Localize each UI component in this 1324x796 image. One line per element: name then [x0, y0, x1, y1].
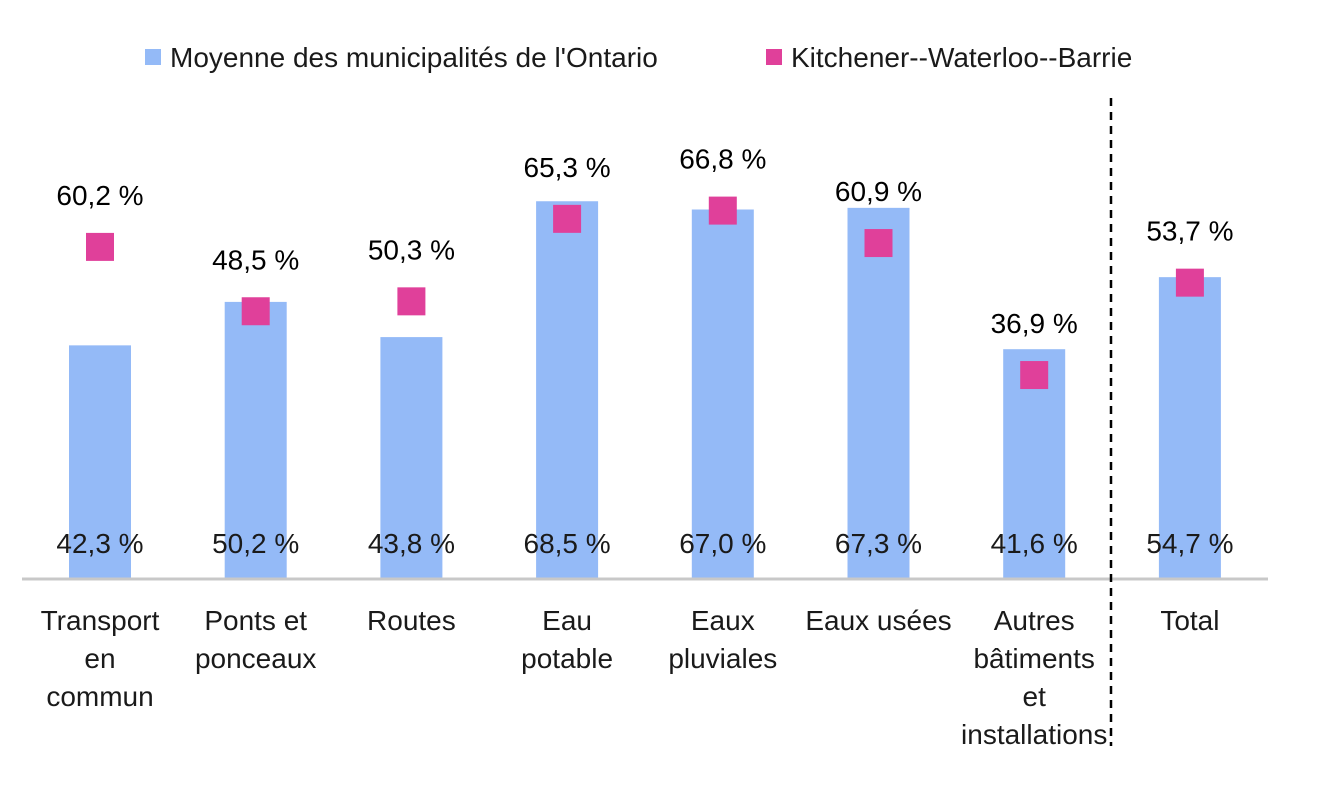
- bar: [691, 209, 754, 578]
- marker-point: [86, 232, 114, 261]
- category-label-line: installations: [961, 719, 1107, 750]
- category-label: Routes: [367, 605, 456, 636]
- category-label-line: bâtiments: [973, 643, 1094, 674]
- marker-point: [1175, 268, 1204, 297]
- bar-series: [69, 201, 1221, 578]
- marker-point: [708, 196, 737, 225]
- category-label-line: ponceaux: [195, 643, 316, 674]
- legend-label-region: Kitchener--Waterloo--Barrie: [791, 42, 1132, 73]
- marker-value-label: 60,2 %: [56, 180, 143, 211]
- marker-point: [1020, 361, 1049, 390]
- category-label-line: Transport: [41, 605, 160, 636]
- legend: Moyenne des municipalités de l'Ontario K…: [145, 42, 1132, 73]
- legend-label-average: Moyenne des municipalités de l'Ontario: [170, 42, 658, 73]
- marker-value-label: 36,9 %: [991, 308, 1078, 339]
- marker-point: [864, 229, 893, 258]
- bar: [847, 207, 910, 578]
- category-label: Eaux pluviales: [668, 605, 777, 674]
- bar-value-label: 67,3 %: [835, 528, 922, 559]
- category-label-line: Ponts et: [204, 605, 307, 636]
- category-label-line: Eaux usées: [805, 605, 951, 636]
- bar-value-label: 41,6 %: [991, 528, 1078, 559]
- category-label-line: Routes: [367, 605, 456, 636]
- marker-value-label: 50,3 %: [368, 234, 455, 265]
- bar-value-label: 43,8 %: [368, 528, 455, 559]
- category-label-line: potable: [521, 643, 613, 674]
- bar-value-labels: 42,3 % 50,2 % 43,8 % 68,5 % 67,0 % 67,3 % 41,6…: [56, 528, 1233, 559]
- bar: [536, 201, 599, 578]
- bar-value-label: 67,0 %: [679, 528, 766, 559]
- category-label-line: pluviales: [668, 643, 777, 674]
- category-label-line: Eaux: [691, 605, 755, 636]
- category-label-line: et: [1023, 681, 1047, 712]
- category-label: Eaux usées: [805, 605, 951, 636]
- bar-value-label: 54,7 %: [1146, 528, 1233, 559]
- legend-swatch-region: [766, 49, 782, 65]
- marker-value-label: 66,8 %: [679, 144, 766, 175]
- category-label-line: en: [84, 643, 115, 674]
- bar-value-label: 50,2 %: [212, 528, 299, 559]
- marker-value-label: 60,9 %: [835, 176, 922, 207]
- marker-value-label: 48,5 %: [212, 244, 299, 275]
- category-label-line: Autres: [994, 605, 1075, 636]
- marker-point: [241, 297, 270, 326]
- legend-swatch-average: [145, 49, 161, 65]
- category-label: Autres bâtiments et installations: [961, 605, 1107, 750]
- bar-value-label: 42,3 %: [56, 528, 143, 559]
- bar: [1158, 277, 1221, 578]
- marker-value-label: 65,3 %: [524, 152, 611, 183]
- marker-point: [397, 287, 426, 316]
- category-label-line: commun: [46, 681, 153, 712]
- category-labels: Transport en commun Ponts et ponceaux Routes E…: [41, 605, 1220, 750]
- marker-series: [86, 196, 1204, 390]
- marker-value-labels: 60,2 % 48,5 % 50,3 % 65,3 % 66,8 % 60,9 % 36,9…: [56, 144, 1233, 339]
- bar: [224, 301, 287, 578]
- category-label-line: Eau: [542, 605, 592, 636]
- marker-point: [553, 204, 582, 233]
- bar: [69, 345, 131, 578]
- bar: [380, 337, 443, 578]
- category-label: Transport en commun: [41, 605, 160, 712]
- category-label: Ponts et ponceaux: [195, 605, 316, 674]
- bar-value-label: 68,5 %: [524, 528, 611, 559]
- category-label: Total: [1160, 605, 1219, 636]
- marker-value-label: 53,7 %: [1146, 216, 1233, 247]
- category-label-line: Total: [1160, 605, 1219, 636]
- category-label: Eau potable: [521, 605, 613, 674]
